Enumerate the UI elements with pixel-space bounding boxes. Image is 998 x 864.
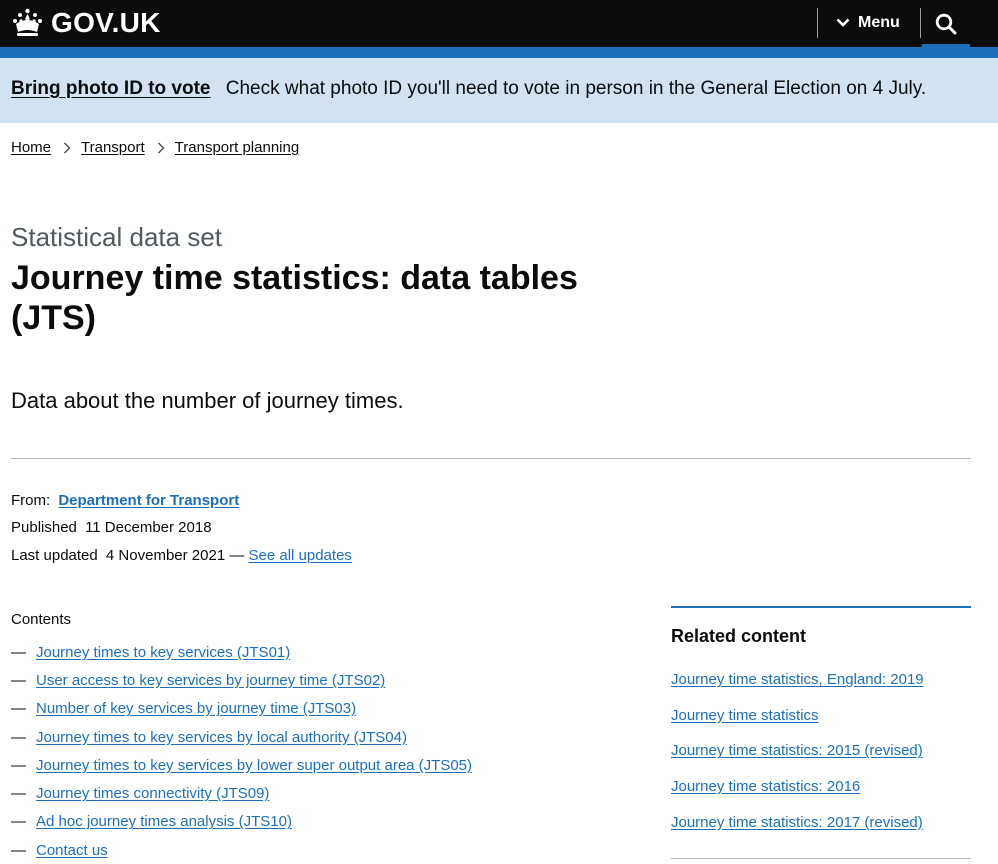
page-title: Journey time statistics: data tables (JT…	[11, 259, 578, 337]
meta-from: From: Department for Transport	[11, 492, 239, 509]
list-item: Journey time statistics: 2017 (revised)	[671, 804, 924, 840]
meta-updated: Last updated 4 November 2021 — See all u…	[11, 547, 352, 564]
list-dash: —	[11, 643, 26, 661]
menu-button[interactable]: Menu	[836, 10, 900, 36]
chevron-right-icon	[157, 141, 165, 154]
menu-label: Menu	[858, 14, 900, 31]
crown-icon	[13, 8, 42, 36]
list-dash: —	[11, 756, 26, 774]
related-link[interactable]: Journey time statistics: 2016	[671, 778, 861, 796]
list-dash: —	[11, 671, 26, 689]
list-item: — User access to key services by journey …	[11, 666, 472, 694]
page-caption: Statistical data set	[11, 222, 222, 252]
list-dash: —	[11, 841, 26, 859]
contents-link[interactable]: Number of key services by journey time (…	[36, 700, 357, 718]
list-item: — Journey times to key services by local …	[11, 723, 472, 751]
list-item: Journey time statistics	[671, 698, 924, 734]
header-blue-bar	[0, 47, 998, 58]
chevron-down-icon	[836, 18, 850, 27]
list-dash: —	[11, 728, 26, 746]
search-active-indicator	[922, 44, 970, 48]
list-item: — Journey times to key services (JTS01)	[11, 638, 472, 666]
list-item: — Number of key services by journey time …	[11, 695, 472, 723]
list-dash: —	[11, 785, 26, 803]
menu-divider	[817, 8, 818, 38]
banner-link[interactable]: Bring photo ID to vote	[11, 78, 211, 99]
contents-link[interactable]: Contact us	[36, 841, 108, 859]
search-button[interactable]	[922, 0, 970, 48]
contents-list: — Journey times to key services (JTS01) —…	[11, 638, 472, 864]
related-top-border	[671, 606, 971, 608]
search-icon	[935, 13, 957, 35]
related-title: Related content	[671, 626, 807, 646]
contents-link[interactable]: Ad hoc journey times analysis (JTS10)	[36, 813, 292, 831]
page-lead: Data about the number of journey times.	[11, 388, 404, 413]
list-item: Journey time statistics: 2016	[671, 769, 924, 805]
contents-link[interactable]: Journey times connectivity (JTS09)	[36, 785, 270, 803]
site-header: GOV.UK Menu	[0, 0, 998, 48]
breadcrumb-transport[interactable]: Transport	[81, 139, 145, 156]
list-item: — Journey times connectivity (JTS09)	[11, 779, 472, 807]
related-list: Journey time statistics, England: 2019 J…	[671, 662, 924, 840]
list-dash: —	[11, 700, 26, 718]
meta-published: Published 11 December 2018	[11, 519, 212, 536]
breadcrumb: Home Transport Transport planning	[11, 139, 299, 156]
related-bottom-border	[671, 858, 971, 859]
govuk-logo-link[interactable]: GOV.UK	[11, 5, 161, 41]
meta-published-value: 11 December 2018	[85, 519, 212, 536]
breadcrumb-transport-planning[interactable]: Transport planning	[174, 139, 300, 156]
list-item: — Journey times to key services by lower …	[11, 751, 472, 779]
list-dash: —	[11, 813, 26, 831]
related-link[interactable]: Journey time statistics: 2017 (revised)	[671, 813, 923, 831]
search-divider	[920, 8, 921, 38]
list-item: Journey time statistics, England: 2019	[671, 662, 924, 698]
list-item: — Contact us	[11, 836, 472, 864]
chevron-right-icon	[63, 141, 71, 154]
section-divider	[11, 458, 971, 459]
related-link[interactable]: Journey time statistics, England: 2019	[671, 671, 924, 689]
contents-link[interactable]: User access to key services by journey t…	[36, 671, 386, 689]
meta-from-label: From:	[11, 492, 51, 509]
contents-link[interactable]: Journey times to key services by lower s…	[36, 756, 473, 774]
logo-text: GOV.UK	[51, 7, 161, 38]
contents-link[interactable]: Journey times to key services (JTS01)	[36, 643, 291, 661]
meta-published-label: Published	[11, 519, 77, 536]
meta-updated-label: Last updated	[11, 547, 98, 564]
meta-from-link[interactable]: Department for Transport	[58, 492, 240, 509]
contents-link[interactable]: Journey times to key services by local a…	[36, 728, 407, 746]
see-all-updates-link[interactable]: See all updates	[248, 547, 352, 564]
related-link[interactable]: Journey time statistics: 2015 (revised)	[671, 742, 923, 760]
banner-text: Check what photo ID you'll need to vote …	[225, 78, 927, 99]
contents-title: Contents	[11, 611, 72, 628]
election-banner: Bring photo ID to vote Check what photo …	[0, 58, 998, 123]
meta-updated-value: 4 November 2021 —	[105, 547, 245, 564]
related-link[interactable]: Journey time statistics	[671, 706, 819, 724]
list-item: Journey time statistics: 2015 (revised)	[671, 733, 924, 769]
list-item: — Ad hoc journey times analysis (JTS10)	[11, 808, 472, 836]
breadcrumb-home[interactable]: Home	[11, 139, 52, 156]
